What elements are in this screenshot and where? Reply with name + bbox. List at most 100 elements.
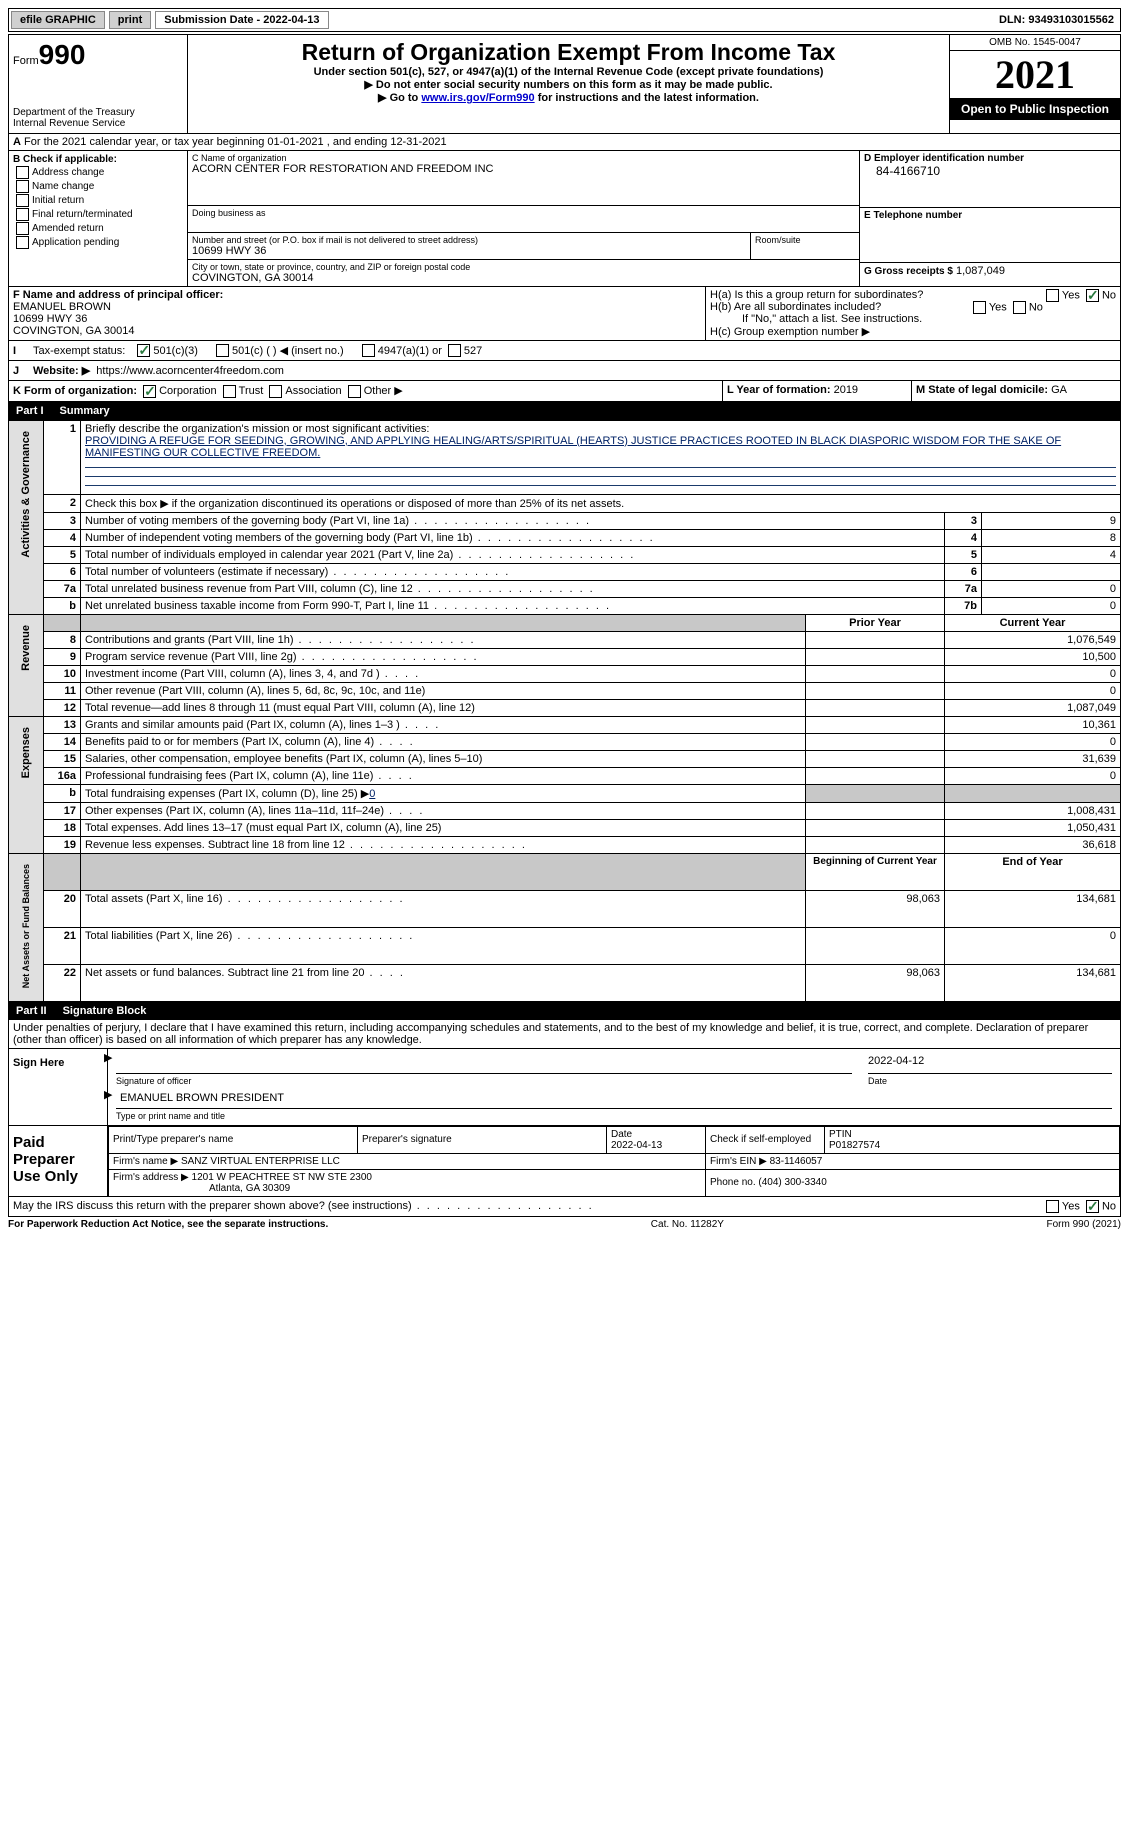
prior-year-header: Prior Year xyxy=(806,614,945,631)
checkbox-hb-no[interactable] xyxy=(1013,301,1026,314)
ein-value: 84-4166710 xyxy=(864,164,1116,178)
state-domicile-value: GA xyxy=(1051,384,1067,396)
checkbox-ha-yes[interactable] xyxy=(1046,289,1059,302)
sig-date-label: Date xyxy=(860,1076,1120,1086)
org-name: ACORN CENTER FOR RESTORATION AND FREEDOM… xyxy=(192,163,855,175)
val-line12: 1,087,049 xyxy=(945,699,1121,716)
sig-date: 2022-04-12 xyxy=(868,1055,924,1067)
prep-addr2: Atlanta, GA 30309 xyxy=(113,1183,290,1194)
checkbox-initial-return[interactable] xyxy=(16,194,29,207)
checkbox-ha-no[interactable] xyxy=(1086,289,1099,302)
sig-name-label: Type or print name and title xyxy=(108,1111,1120,1121)
hb-note: If "No," attach a list. See instructions… xyxy=(710,313,1116,325)
form-header: Form990 Department of the Treasury Inter… xyxy=(8,34,1121,134)
val-line17: 1,008,431 xyxy=(945,802,1121,819)
row-a-tax-year: A For the 2021 calendar year, or tax yea… xyxy=(8,134,1121,151)
sign-here-block: Sign Here ▶ Signature of officer 2022-04… xyxy=(8,1049,1121,1126)
tax-year: 2021 xyxy=(950,51,1120,98)
form-ref: Form 990 (2021) xyxy=(1047,1219,1121,1230)
org-name-label: C Name of organization xyxy=(192,153,855,163)
hb-label: H(b) Are all subordinates included? xyxy=(710,301,881,313)
val-line10: 0 xyxy=(945,665,1121,682)
val-line14: 0 xyxy=(945,733,1121,750)
sign-here-label: Sign Here xyxy=(9,1049,108,1125)
row-klm: K Form of organization: Corporation Trus… xyxy=(8,381,1121,402)
val-line16a: 0 xyxy=(945,767,1121,784)
checkbox-association[interactable] xyxy=(269,385,282,398)
omb-number: OMB No. 1545-0047 xyxy=(950,35,1120,51)
checkbox-application-pending[interactable] xyxy=(16,236,29,249)
state-domicile-label: M State of legal domicile: xyxy=(916,384,1048,396)
val-e21: 0 xyxy=(945,927,1121,964)
val-line18: 1,050,431 xyxy=(945,819,1121,836)
checkbox-discuss-no[interactable] xyxy=(1086,1200,1099,1213)
officer-label: F Name and address of principal officer: xyxy=(13,289,701,301)
side-net-assets: Net Assets or Fund Balances xyxy=(21,856,31,996)
efile-graphic-button[interactable]: efile GRAPHIC xyxy=(11,11,105,29)
checkbox-501c3[interactable] xyxy=(137,344,150,357)
submission-date-label: Submission Date - 2022-04-13 xyxy=(155,11,328,29)
val-e20: 134,681 xyxy=(945,890,1121,927)
print-button[interactable]: print xyxy=(109,11,151,29)
checkbox-address-change[interactable] xyxy=(16,166,29,179)
cat-no: Cat. No. 11282Y xyxy=(651,1219,724,1230)
checkbox-527[interactable] xyxy=(448,344,461,357)
city-value: COVINGTON, GA 30014 xyxy=(192,272,855,284)
checkbox-corporation[interactable] xyxy=(143,385,156,398)
val-e22: 134,681 xyxy=(945,964,1121,1001)
ein-label: D Employer identification number xyxy=(864,153,1116,164)
gross-receipts-label: G Gross receipts $ xyxy=(864,266,953,277)
dln-label: DLN: 93493103015562 xyxy=(999,14,1120,26)
officer-name: EMANUEL BROWN xyxy=(13,301,701,313)
checkbox-final-return[interactable] xyxy=(16,208,29,221)
checkbox-name-change[interactable] xyxy=(16,180,29,193)
val-line3: 9 xyxy=(982,512,1121,529)
val-line4: 8 xyxy=(982,529,1121,546)
checkbox-trust[interactable] xyxy=(223,385,236,398)
note-ssn: ▶ Do not enter social security numbers o… xyxy=(192,78,945,91)
val-line5: 4 xyxy=(982,546,1121,563)
prep-phone: (404) 300-3340 xyxy=(758,1177,826,1188)
phone-label: E Telephone number xyxy=(864,210,1116,221)
sig-officer-label: Signature of officer xyxy=(108,1076,860,1086)
preparer-block: Paid Preparer Use Only Print/Type prepar… xyxy=(8,1126,1121,1197)
part2-header: Part II Signature Block xyxy=(8,1002,1121,1020)
street-value: 10699 HWY 36 xyxy=(192,245,746,257)
val-line8: 1,076,549 xyxy=(945,631,1121,648)
row-j: J Website: ▶ https://www.acorncenter4fre… xyxy=(8,361,1121,381)
street-label: Number and street (or P.O. box if mail i… xyxy=(192,235,746,245)
checkbox-4947a1[interactable] xyxy=(362,344,375,357)
val-b22: 98,063 xyxy=(806,964,945,1001)
checkbox-hb-yes[interactable] xyxy=(973,301,986,314)
checkbox-discuss-yes[interactable] xyxy=(1046,1200,1059,1213)
line1-label: Briefly describe the organization's miss… xyxy=(85,423,429,435)
val-line9: 10,500 xyxy=(945,648,1121,665)
val-b21 xyxy=(806,927,945,964)
website-label: Website: ▶ xyxy=(33,364,90,377)
paid-preparer-label: Paid Preparer Use Only xyxy=(9,1126,108,1196)
dept-label: Department of the Treasury xyxy=(13,107,183,118)
sig-name: EMANUEL BROWN PRESIDENT xyxy=(116,1092,284,1104)
checkbox-amended-return[interactable] xyxy=(16,222,29,235)
irs-gov-link[interactable]: www.irs.gov/Form990 xyxy=(421,92,534,104)
gross-receipts-value: 1,087,049 xyxy=(956,265,1005,277)
checkbox-other[interactable] xyxy=(348,385,361,398)
checkbox-501c[interactable] xyxy=(216,344,229,357)
discuss-row: May the IRS discuss this return with the… xyxy=(8,1197,1121,1217)
val-line11: 0 xyxy=(945,682,1121,699)
footer: For Paperwork Reduction Act Notice, see … xyxy=(8,1217,1121,1230)
room-label: Room/suite xyxy=(755,235,855,245)
prep-ptin: P01827574 xyxy=(829,1140,880,1151)
penalty-text: Under penalties of perjury, I declare th… xyxy=(8,1020,1121,1049)
irs-label: Internal Revenue Service xyxy=(13,118,183,129)
val-line15: 31,639 xyxy=(945,750,1121,767)
col-b-header: B Check if applicable: xyxy=(13,154,183,165)
form-org-label: K Form of organization: xyxy=(13,385,137,397)
prep-ein: 83-1146057 xyxy=(770,1156,823,1167)
val-line7a: 0 xyxy=(982,580,1121,597)
year-formation-label: L Year of formation: xyxy=(727,384,831,396)
beginning-year-header: Beginning of Current Year xyxy=(806,853,945,890)
officer-street: 10699 HWY 36 xyxy=(13,313,701,325)
val-line13: 10,361 xyxy=(945,716,1121,733)
val-line19: 36,618 xyxy=(945,836,1121,853)
